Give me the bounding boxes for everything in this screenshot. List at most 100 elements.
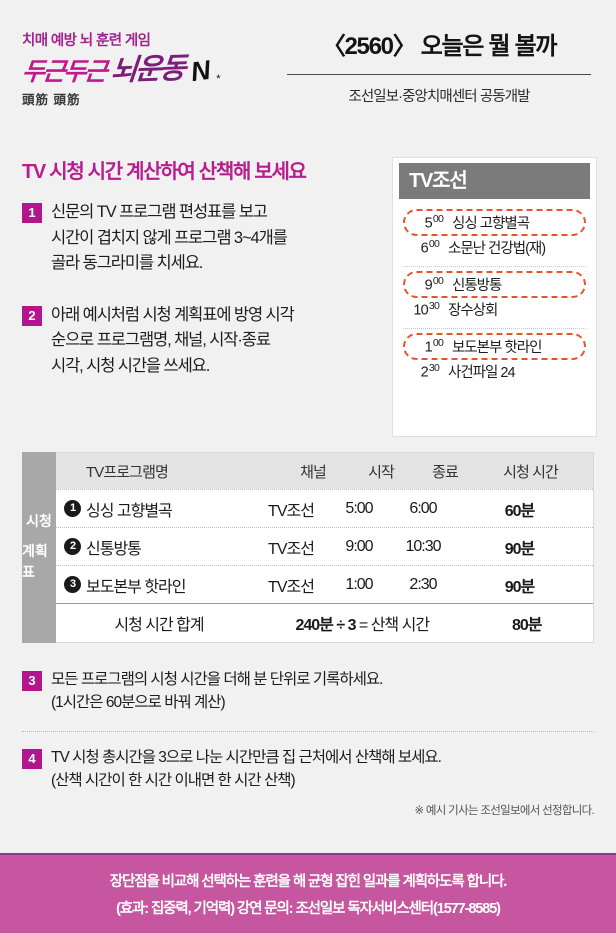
step-item-2: 2 아래 예시처럼 시청 계획표에 방영 시각 순으로 프로그램명, 채널, 시… bbox=[22, 303, 382, 380]
step-line: (산책 시간이 한 시간 이내면 한 시간 산책) bbox=[51, 771, 296, 789]
tv-program-row[interactable]: 230 사건파일 24 bbox=[403, 361, 586, 386]
step-line: 골라 동그라미를 치세요. bbox=[51, 254, 203, 273]
tv-time: 600 bbox=[420, 238, 440, 257]
step-item-3: 3 모든 프로그램의 시청 시간을 더해 분 단위로 기록하세요. (1시간은 … bbox=[22, 668, 594, 715]
footer-line-2: (효과: 집중력, 기억력) 강연 문의: 조선일보 독자서비스센터(1577-… bbox=[116, 901, 501, 917]
step-line: 시각, 시청 시간을 쓰세요. bbox=[51, 356, 210, 375]
col-header-end: 종료 bbox=[432, 463, 459, 481]
col-header-channel: 채널 bbox=[300, 463, 327, 481]
step-item-1: 1 신문의 TV 프로그램 편성표를 보고 시간이 겹치지 않게 프로그램 3~… bbox=[22, 200, 382, 277]
step-line: 신문의 TV 프로그램 편성표를 보고 bbox=[51, 203, 268, 221]
step-line: (1시간은 60분으로 바꿔 계산) bbox=[51, 694, 226, 712]
cell-program: 1 싱싱 고향별곡 bbox=[64, 497, 254, 521]
steps-bottom-list: 3 모든 프로그램의 시청 시간을 더해 분 단위로 기록하세요. (1시간은 … bbox=[22, 668, 595, 818]
step-text: TV 시청 총시간을 3으로 나눈 시간만큼 집 근처에서 산책해 보세요. (… bbox=[51, 746, 442, 793]
tv-time: 1030 bbox=[413, 300, 439, 319]
tv-channel-header: TV조선 bbox=[399, 163, 590, 199]
page-subtitle: 조선일보·중앙치매센터 공동개발 bbox=[348, 88, 530, 105]
cell-duration: 90분 bbox=[504, 540, 536, 558]
row-number-badge: 3 bbox=[64, 576, 81, 593]
logo-star-icon: * bbox=[216, 72, 221, 85]
cell-duration: 60분 bbox=[504, 502, 536, 520]
cell-start: 1:00 bbox=[345, 575, 373, 593]
table-body: TV프로그램명 채널 시작 종료 시청 시간 1 싱싱 고향별곡 TV조선 5:… bbox=[56, 452, 594, 643]
tv-program-name: 소문난 건강법(재) bbox=[448, 241, 546, 257]
side-label-top: 시청 bbox=[26, 512, 52, 529]
row-number-badge: 1 bbox=[64, 500, 81, 517]
page-header: 치매 예방 뇌 훈련 게임 두근두근 뇌운동 N * 頭筋 頭筋 〈2560〉 … bbox=[0, 0, 616, 125]
brand-block: 치매 예방 뇌 훈련 게임 두근두근 뇌운동 N * 頭筋 頭筋 bbox=[20, 33, 272, 108]
cell-program-text: 보도본부 핫라인 bbox=[86, 578, 186, 596]
logo-text-right: 뇌운동 bbox=[109, 52, 186, 87]
steps-divider bbox=[22, 730, 594, 732]
step-line: 아래 예시처럼 시청 계획표에 방영 시각 bbox=[51, 305, 295, 324]
row-number-badge: 2 bbox=[64, 538, 81, 555]
total-result: 80분 bbox=[512, 617, 543, 634]
tv-time: 500 bbox=[424, 213, 444, 232]
tv-program-row[interactable]: 600 소문난 건강법(재) bbox=[403, 237, 586, 262]
total-label: 시청 시간 합계 bbox=[114, 617, 204, 634]
step-line: 순으로 프로그램명, 채널, 시작·종료 bbox=[51, 331, 271, 350]
tv-program-row-circled[interactable]: 500 싱싱 고향별곡 bbox=[403, 209, 586, 236]
total-minutes: 240분 bbox=[295, 617, 333, 634]
cell-start: 5:00 bbox=[345, 499, 373, 517]
table-row: 3 보도본부 핫라인 TV조선 1:00 2:30 90분 bbox=[56, 565, 593, 603]
tv-program-row-circled[interactable]: 100 보도본부 핫라인 bbox=[403, 333, 586, 360]
total-equation: 240분 ÷ 3 = 산책 시간 bbox=[254, 611, 471, 635]
step-number-badge: 2 bbox=[22, 305, 42, 326]
cell-program: 2 신통방통 bbox=[64, 535, 254, 559]
col-header-program: TV프로그램명 bbox=[86, 463, 169, 481]
cell-program: 3 보도본부 핫라인 bbox=[64, 573, 254, 597]
step-item-4: 4 TV 시청 총시간을 3으로 나눈 시간만큼 집 근처에서 산책해 보세요.… bbox=[22, 746, 594, 793]
tv-time: 100 bbox=[424, 337, 444, 356]
table-total-row: 시청 시간 합계 240분 ÷ 3 = 산책 시간 80분 bbox=[56, 603, 593, 642]
page-title: 〈2560〉 오늘은 뭘 볼까 bbox=[321, 33, 558, 60]
tv-program-name: 사건파일 24 bbox=[448, 365, 516, 381]
step-line: 시간이 겹치지 않게 프로그램 3~4개를 bbox=[51, 228, 288, 247]
cell-duration: 90분 bbox=[504, 578, 536, 596]
brand-tagline: 치매 예방 뇌 훈련 게임 bbox=[22, 33, 151, 49]
brand-hanja: 頭筋 頭筋 bbox=[22, 92, 81, 107]
tv-program-name: 보도본부 핫라인 bbox=[452, 340, 542, 356]
step-text: 신문의 TV 프로그램 편성표를 보고 시간이 겹치지 않게 프로그램 3~4개… bbox=[51, 200, 288, 277]
tv-schedule-panel: TV조선 500 싱싱 고향별곡 600 소문난 건강법(재) 900 신통방통 bbox=[393, 158, 596, 436]
tv-program-name: 장수상회 bbox=[448, 303, 498, 319]
cell-channel: TV조선 bbox=[268, 502, 315, 520]
tv-time: 230 bbox=[420, 362, 440, 381]
title-divider bbox=[287, 73, 591, 75]
tv-program-row[interactable]: 1030 장수상회 bbox=[403, 299, 586, 324]
logo-text-left: 두근두근 bbox=[20, 57, 107, 86]
title-block: 〈2560〉 오늘은 뭘 볼까 조선일보·중앙치매센터 공동개발 bbox=[283, 33, 595, 106]
section-title: TV 시청 시간 계산하여 산책해 보세요 bbox=[22, 161, 307, 183]
cell-end: 6:00 bbox=[409, 499, 437, 517]
cell-end: 2:30 bbox=[409, 575, 437, 593]
tv-program-list: 500 싱싱 고향별곡 600 소문난 건강법(재) 900 신통방통 1030… bbox=[393, 199, 596, 390]
brand-logo: 두근두근 뇌운동 N * bbox=[20, 52, 272, 87]
tv-group: 500 싱싱 고향별곡 600 소문난 건강법(재) bbox=[403, 205, 586, 267]
tv-program-row-circled[interactable]: 900 신통방통 bbox=[403, 271, 586, 298]
table-header-row: TV프로그램명 채널 시작 종료 시청 시간 bbox=[56, 453, 593, 489]
viewing-plan-table: 시청 계획표 TV프로그램명 채널 시작 종료 시청 시간 1 싱싱 고향별곡 … bbox=[22, 452, 594, 643]
side-label-bottom: 계획표 bbox=[22, 542, 48, 581]
cell-channel: TV조선 bbox=[268, 540, 315, 558]
step-line: 모든 프로그램의 시청 시간을 더해 분 단위로 기록하세요. bbox=[51, 671, 383, 688]
footnote: ※ 예시 기사는 조선일보에서 선정합니다. bbox=[414, 805, 595, 817]
step-line: TV 시청 총시간을 3으로 나눈 시간만큼 집 근처에서 산책해 보세요. bbox=[51, 748, 442, 766]
step-number-badge: 1 bbox=[22, 203, 42, 223]
tv-program-name: 싱싱 고향별곡 bbox=[452, 216, 530, 232]
col-header-start: 시작 bbox=[368, 463, 395, 481]
total-equals: = 산책 시간 bbox=[358, 617, 430, 634]
tv-group: 100 보도본부 핫라인 230 사건파일 24 bbox=[403, 329, 586, 390]
col-header-duration: 시청 시간 bbox=[503, 463, 559, 481]
tv-program-name: 신통방통 bbox=[452, 278, 502, 294]
page-footer: 장단점을 비교해 선택하는 훈련을 해 균형 잡힌 일과를 계획하도록 합니다.… bbox=[0, 853, 616, 933]
step-text: 아래 예시처럼 시청 계획표에 방영 시각 순으로 프로그램명, 채널, 시작·… bbox=[51, 303, 295, 380]
step-number-badge: 3 bbox=[22, 671, 42, 691]
cell-program-text: 싱싱 고향별곡 bbox=[86, 502, 173, 520]
table-side-label: 시청 계획표 bbox=[22, 452, 56, 643]
step-text: 모든 프로그램의 시청 시간을 더해 분 단위로 기록하세요. (1시간은 60… bbox=[51, 668, 383, 715]
tv-time: 900 bbox=[424, 275, 444, 294]
table-row: 2 신통방통 TV조선 9:00 10:30 90분 bbox=[56, 527, 593, 565]
cell-channel: TV조선 bbox=[268, 578, 315, 596]
